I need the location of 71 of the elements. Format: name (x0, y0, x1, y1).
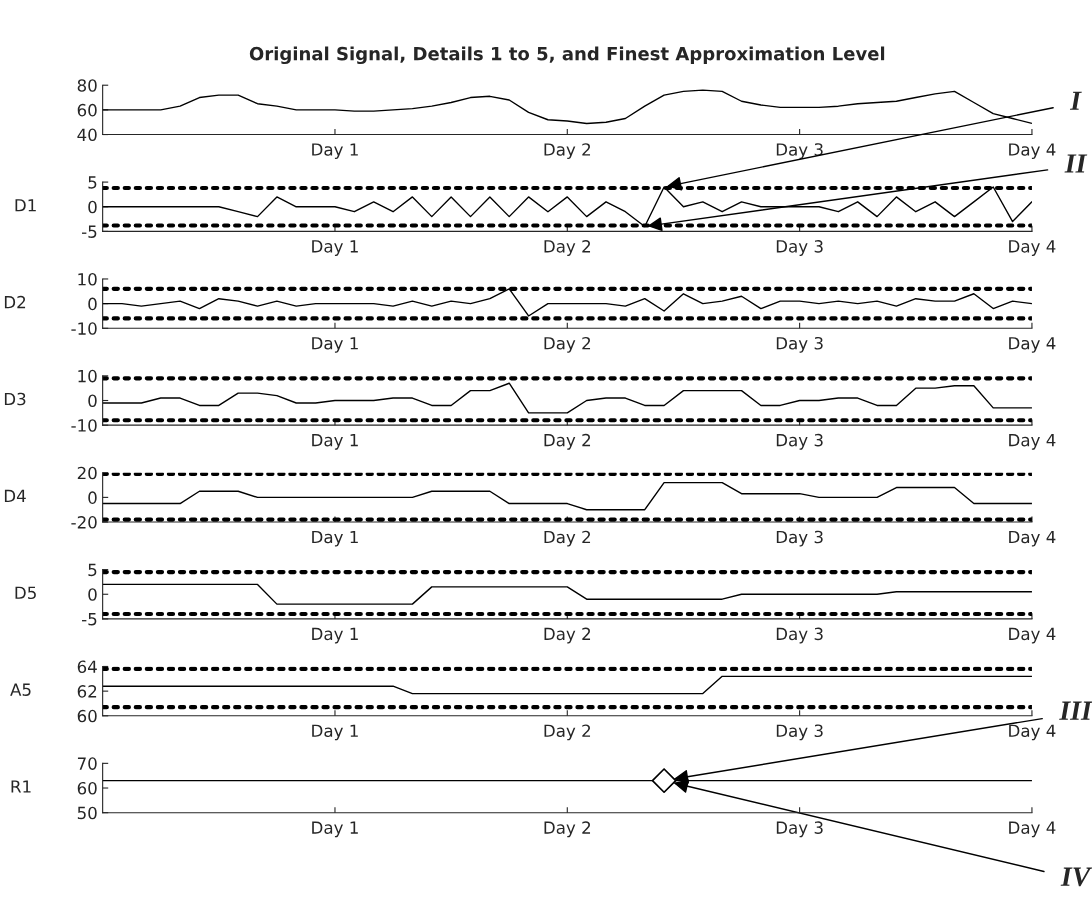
y-tick-label: 10 (78, 369, 97, 383)
y-tick-label: -20 (71, 516, 97, 529)
text: II (1064, 154, 1088, 173)
x-tick-label: Day 4 (1009, 627, 1056, 644)
y-tick-label: 64 (77, 660, 97, 674)
x-tick-label: Day 4 (1009, 337, 1056, 353)
y-axis-title: D1 (15, 199, 36, 212)
x-tick-label: Day 2 (544, 724, 591, 741)
y-tick-label: 60 (77, 709, 97, 723)
x-tick-label: Day 1 (312, 240, 358, 256)
text: IV (1060, 867, 1092, 887)
chart-title: Original Signal, Details 1 to 5, and Finest Approximation Level (249, 46, 885, 65)
x-tick-label: Day 2 (544, 336, 591, 353)
x-tick-label: Day 2 (544, 143, 591, 160)
y-axis-title: D3 (4, 392, 26, 406)
line-series (102, 288, 1032, 317)
y-tick-label: 40 (77, 128, 97, 142)
x-tick-label: Day 3 (776, 336, 823, 353)
y-tick-label: 50 (77, 806, 97, 820)
x-tick-label: Day 4 (1009, 530, 1056, 547)
text: III (1059, 701, 1092, 720)
y-tick-label: 0 (88, 491, 97, 504)
y-tick-label: 5 (88, 176, 97, 189)
x-tick-label: Day 1 (312, 143, 358, 160)
y-tick-label: 20 (77, 466, 97, 480)
x-tick-label: Day 2 (544, 530, 591, 547)
y-tick-label: 5 (88, 563, 97, 577)
x-tick-label: Day 4 (1009, 434, 1056, 450)
y-tick-label: 62 (77, 685, 97, 698)
y-tick-label: 0 (88, 588, 97, 601)
text: I (1069, 91, 1082, 110)
line-series (102, 583, 1032, 605)
x-tick-label: Day 1 (312, 821, 358, 838)
y-axis-title: D5 (15, 586, 36, 600)
x-tick-label: Day 2 (544, 240, 591, 256)
x-tick-label: Day 3 (776, 821, 823, 838)
y-tick-label: 0 (88, 394, 97, 408)
x-tick-label: Day 1 (312, 627, 358, 644)
y-tick-label: 80 (77, 79, 97, 92)
y-tick-label: -5 (81, 225, 97, 238)
x-tick-label: Day 3 (776, 240, 823, 256)
x-tick-label: Day 1 (312, 724, 358, 741)
y-tick-label: -5 (81, 613, 97, 626)
y-tick-label: 10 (78, 272, 97, 286)
y-axis-title: D4 (4, 489, 26, 502)
x-tick-label: Day 4 (1009, 821, 1056, 838)
x-tick-label: Day 4 (1009, 724, 1056, 741)
line-series (102, 481, 1032, 511)
y-tick-label: 60 (77, 781, 97, 795)
x-tick-label: Day 3 (776, 627, 823, 644)
y-axis-title: A5 (10, 683, 31, 696)
line-series (102, 382, 1032, 414)
x-tick-label: Day 2 (544, 627, 591, 644)
y-tick-label: -10 (71, 322, 97, 335)
x-tick-label: Day 1 (312, 337, 358, 353)
x-tick-label: Day 2 (544, 821, 591, 838)
x-tick-label: Day 1 (312, 434, 358, 450)
x-tick-label: Day 3 (776, 530, 823, 547)
y-tick-label: -10 (71, 419, 97, 432)
y-axis-title: R1 (11, 780, 31, 793)
y-tick-label: 60 (77, 103, 97, 117)
x-tick-label: Day 4 (1009, 240, 1056, 256)
x-tick-label: Day 3 (776, 724, 823, 741)
y-tick-label: 70 (77, 757, 97, 770)
y-tick-label: 0 (88, 297, 97, 311)
x-tick-label: Day 1 (312, 530, 358, 547)
x-tick-label: Day 3 (776, 433, 823, 450)
y-axis-title: D2 (4, 295, 26, 309)
x-tick-label: Day 2 (544, 433, 591, 450)
x-tick-label: Day 4 (1009, 143, 1056, 160)
y-tick-label: 0 (88, 200, 97, 214)
